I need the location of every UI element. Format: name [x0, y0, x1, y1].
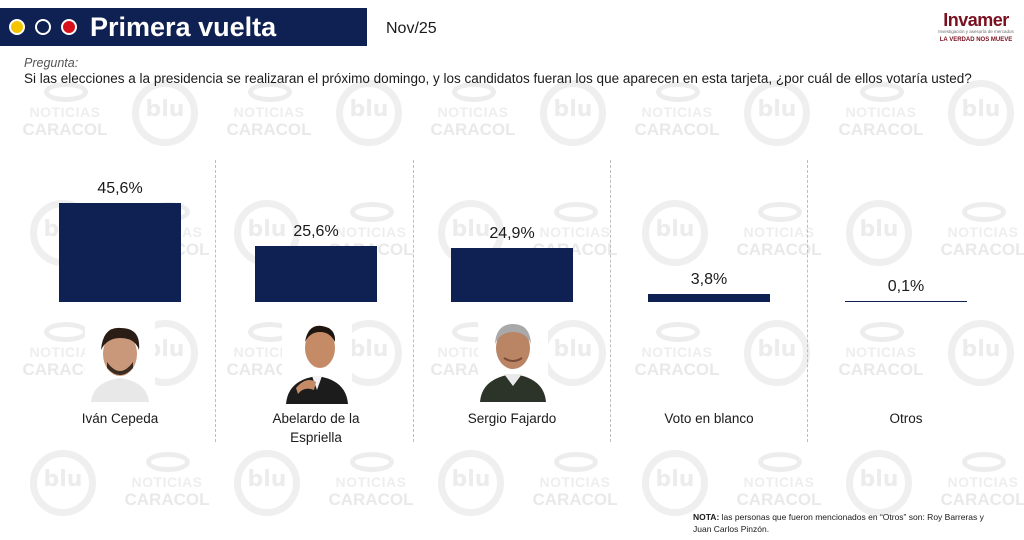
- footnote-label: NOTA:: [693, 512, 720, 522]
- column-divider: [610, 160, 611, 442]
- logo-slogan: LA VERDAD NOS MUEVE: [939, 37, 1013, 43]
- blu-radio-watermark: blu: [336, 80, 402, 146]
- category-label: Sergio Fajardo: [467, 411, 557, 426]
- column-divider: [413, 160, 414, 442]
- data-label: 45,6%: [97, 180, 143, 197]
- category-label: Otros: [889, 411, 923, 426]
- blue-dot-icon: [35, 19, 51, 35]
- blu-radio-watermark: blu: [744, 80, 810, 146]
- blu-radio-watermark: blu: [30, 450, 96, 516]
- footnote: NOTA: las personas que fueron mencionado…: [693, 511, 993, 535]
- blu-radio-watermark: blu: [540, 80, 606, 146]
- logo-name: Invamer: [943, 10, 1009, 30]
- blu-radio-watermark: blu: [948, 320, 1014, 386]
- blu-radio-watermark: blu: [132, 80, 198, 146]
- bar: [845, 300, 967, 302]
- column-divider: [807, 160, 808, 442]
- bar: [59, 203, 181, 302]
- title-bar: Primera vuelta: [0, 8, 367, 46]
- question-label: Pregunta:: [24, 56, 79, 70]
- data-label: 24,9%: [489, 224, 535, 242]
- ivan-cepeda-photo: [85, 316, 155, 402]
- blu-radio-watermark: blu: [540, 320, 606, 386]
- data-label: 0,1%: [887, 277, 925, 295]
- bar: [255, 246, 377, 302]
- column-divider: [215, 160, 216, 442]
- yellow-dot-icon: [9, 19, 25, 35]
- category-label: Iván Cepeda: [81, 411, 159, 426]
- page-title: Primera vuelta: [90, 12, 277, 42]
- bar: [451, 247, 573, 302]
- blu-radio-watermark: blu: [948, 80, 1014, 146]
- blu-radio-watermark: blu: [642, 200, 708, 266]
- sergio-fajardo-photo: [478, 316, 548, 402]
- category-label: Voto en blanco: [664, 411, 754, 426]
- red-dot-icon: [61, 19, 77, 35]
- blu-radio-watermark: blu: [438, 450, 504, 516]
- question-text: Si las elecciones a la presidencia se re…: [24, 71, 972, 86]
- blu-radio-watermark: blu: [234, 450, 300, 516]
- survey-date: Nov/25: [386, 20, 437, 37]
- blu-radio-watermark: blu: [846, 450, 912, 516]
- bar: [648, 293, 770, 302]
- logo-tagline: Investigación y asesoría de mercados: [938, 29, 1014, 34]
- footnote-text: las personas que fueron mencionados en “…: [693, 512, 984, 534]
- blu-radio-watermark: blu: [846, 200, 912, 266]
- invamer-logo: Invamer Investigación y asesoría de merc…: [934, 10, 1018, 48]
- data-label: 3,8%: [690, 270, 728, 288]
- blu-radio-watermark: blu: [744, 320, 810, 386]
- data-label: 25,6%: [293, 223, 339, 241]
- abelardo-de-la-espriella-photo: [282, 318, 352, 404]
- blu-radio-watermark: blu: [642, 450, 708, 516]
- category-label: Abelardo de la Espriella: [272, 411, 360, 445]
